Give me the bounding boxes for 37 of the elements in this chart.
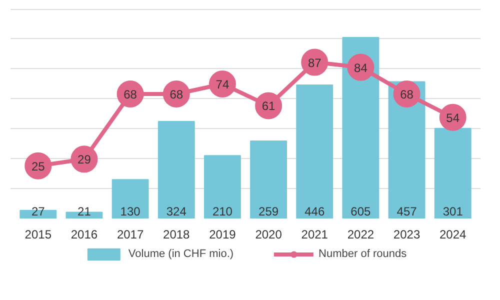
data-label: 54 xyxy=(446,110,460,125)
bar xyxy=(250,140,288,218)
bar xyxy=(434,128,472,218)
bar xyxy=(342,36,380,218)
data-label: 87 xyxy=(308,56,322,70)
x-tick-label: 2021 xyxy=(301,228,328,242)
x-tick-label: 2020 xyxy=(255,228,282,242)
data-label: 605 xyxy=(350,204,372,218)
x-tick-label: 2024 xyxy=(440,228,467,242)
data-label: 210 xyxy=(212,204,233,218)
bar xyxy=(296,84,334,218)
data-label: 25 xyxy=(31,159,46,174)
data-label: 29 xyxy=(78,152,92,167)
x-tick-label: 2018 xyxy=(163,228,190,242)
x-tick-label: 2015 xyxy=(24,228,52,242)
x-tick-label: 2016 xyxy=(70,228,98,242)
x-tick-label: 2019 xyxy=(209,228,236,242)
legend-label: Volume (in CHF mio.) xyxy=(128,248,234,260)
x-tick-label: 2022 xyxy=(347,228,374,242)
x-tick-label: 2017 xyxy=(116,228,144,242)
data-label: 61 xyxy=(262,99,276,114)
data-label: 74 xyxy=(216,77,230,92)
data-label: 324 xyxy=(166,204,187,218)
data-label: 68 xyxy=(124,88,138,102)
data-label: 301 xyxy=(442,204,464,218)
x-tick-label: 2023 xyxy=(393,228,420,242)
data-label: 68 xyxy=(170,88,184,102)
bar xyxy=(112,179,149,218)
data-label: 457 xyxy=(396,204,418,218)
bar xyxy=(158,121,195,218)
data-label: 259 xyxy=(258,204,279,218)
data-label: 68 xyxy=(400,88,414,102)
bar xyxy=(204,155,241,218)
data-label: 130 xyxy=(120,204,141,218)
data-label: 84 xyxy=(354,60,368,75)
data-label: 446 xyxy=(304,204,325,218)
legend-label: Number of rounds xyxy=(318,248,407,260)
